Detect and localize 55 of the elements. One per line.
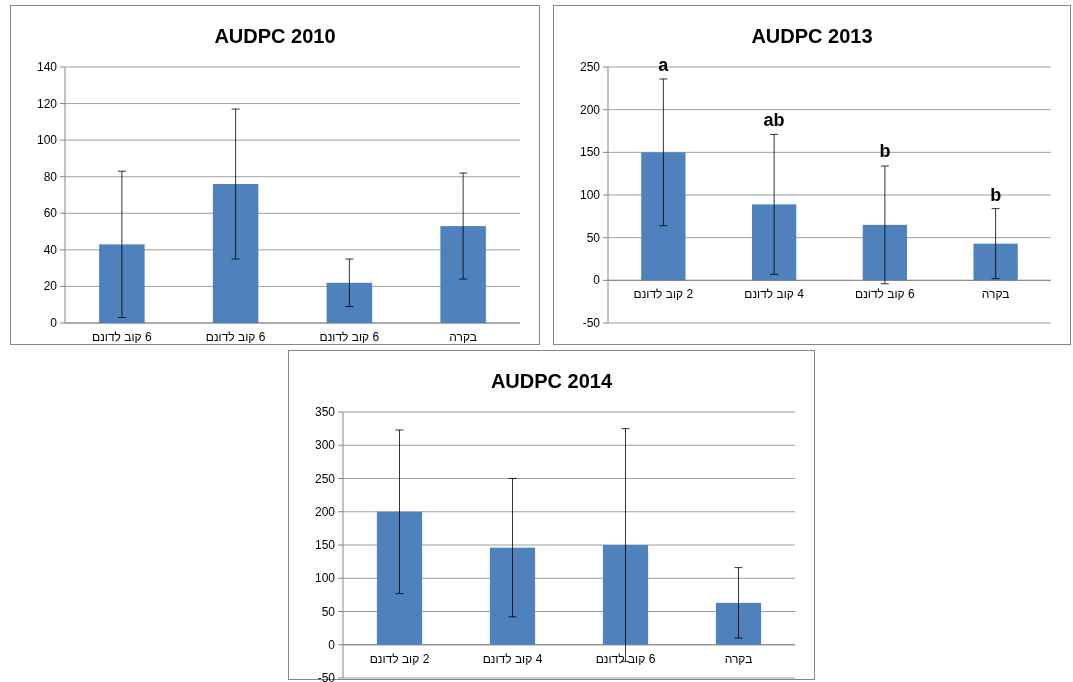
y-tick-label: 250 — [579, 60, 601, 74]
bar — [602, 545, 649, 645]
bar — [641, 152, 686, 281]
x-tick-label: 6 קוב לדונם — [855, 287, 916, 302]
x-tick-label: בקרה — [981, 287, 1010, 302]
y-tick-label: 250 — [314, 471, 336, 486]
y-tick-label: 350 — [314, 405, 336, 419]
y-tick-label: -50 — [582, 316, 601, 330]
bar — [489, 547, 536, 645]
x-tick-label: 6 קוב לדונם — [595, 651, 656, 666]
annotation: b — [990, 184, 1002, 205]
y-tick-label: 20 — [43, 279, 58, 294]
y-tick-label: 100 — [579, 188, 601, 202]
y-tick-label: 60 — [43, 206, 58, 221]
y-tick-label: 80 — [43, 169, 58, 184]
x-tick-label: 6 קוב לדונם — [205, 330, 266, 344]
y-tick-label: 40 — [43, 242, 58, 257]
bar — [440, 226, 486, 323]
y-tick-label: 100 — [36, 133, 58, 148]
y-tick-label: 100 — [314, 571, 336, 586]
x-tick-label: 4 קוב לדונם — [744, 287, 805, 302]
chart-title: AUDPC 2014 — [490, 370, 613, 392]
bar — [715, 602, 762, 645]
x-tick-label: 6 קוב לדונם — [92, 330, 153, 344]
y-tick-label: 0 — [593, 273, 601, 288]
annotation: a — [658, 54, 670, 75]
y-tick-label: -50 — [317, 671, 336, 682]
bar — [751, 204, 797, 281]
y-tick-label: 0 — [50, 316, 58, 330]
y-tick-label: 50 — [586, 230, 601, 245]
x-tick-label: 4 קוב לדונם — [482, 651, 543, 666]
annotation: ab — [763, 110, 785, 131]
x-tick-label: בקרה — [449, 330, 477, 344]
bar — [326, 282, 373, 323]
bar — [973, 243, 1018, 281]
y-tick-label: 150 — [314, 538, 336, 552]
y-tick-label: 200 — [579, 102, 601, 117]
y-tick-label: 300 — [314, 438, 336, 453]
bar — [212, 184, 259, 323]
x-tick-label: 2 קוב לדונם — [369, 651, 430, 666]
chart-title: AUDPC 2010 — [214, 25, 336, 47]
y-tick-label: 150 — [579, 145, 601, 160]
y-tick-label: 140 — [36, 60, 58, 74]
y-tick-label: 120 — [36, 96, 58, 111]
y-tick-label: 50 — [321, 604, 336, 619]
chart-title: AUDPC 2013 — [751, 25, 873, 47]
bar — [376, 511, 423, 645]
y-tick-label: 200 — [314, 504, 336, 519]
bar — [99, 244, 145, 323]
y-tick-label: 0 — [328, 637, 336, 652]
x-tick-label: 6 קוב לדונם — [319, 330, 380, 344]
x-tick-label: בקרה — [724, 651, 753, 666]
x-tick-label: 2 קוב לדונם — [633, 287, 694, 302]
annotation: b — [879, 141, 891, 162]
bar — [862, 224, 908, 281]
